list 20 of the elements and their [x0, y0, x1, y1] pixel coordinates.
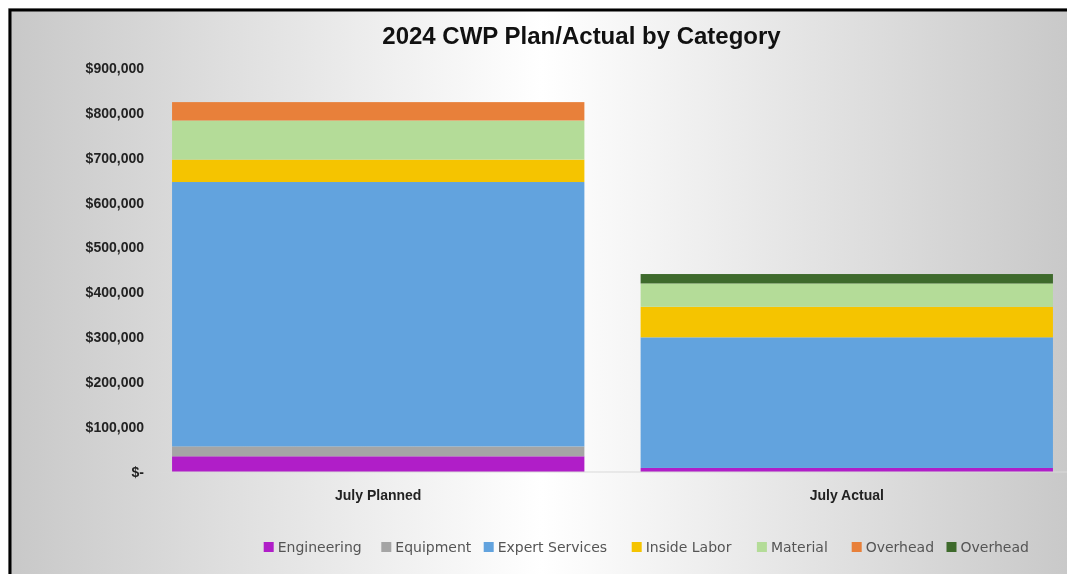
y-tick-label: $200,000	[85, 374, 145, 391]
x-tick-label: July Actual	[809, 487, 884, 503]
y-tick-label: $500,000	[85, 239, 145, 256]
chart-title: 2024 CWP Plan/Actual by Category	[382, 22, 782, 49]
legend-label: Engineering	[277, 538, 362, 555]
y-tick-label: $400,000	[85, 284, 145, 301]
x-tick-label: July Planned	[335, 487, 422, 503]
y-tick-label: $100,000	[85, 419, 145, 436]
legend-label: Material	[770, 538, 828, 555]
legend-label: Inside Labor	[645, 538, 732, 555]
y-tick-label: $600,000	[85, 194, 145, 211]
y-tick-label: $800,000	[85, 104, 145, 121]
y-tick-label: $700,000	[85, 149, 145, 166]
y-tick-label: $-	[131, 463, 145, 480]
legend-label: Overhead	[865, 538, 935, 555]
legend-label: Overhead	[960, 538, 1029, 555]
y-tick-label: $300,000	[85, 329, 145, 346]
legend-label: Equipment	[395, 538, 472, 555]
y-tick-label: $900,000	[85, 59, 145, 76]
legend-label: Expert Services	[497, 538, 608, 555]
